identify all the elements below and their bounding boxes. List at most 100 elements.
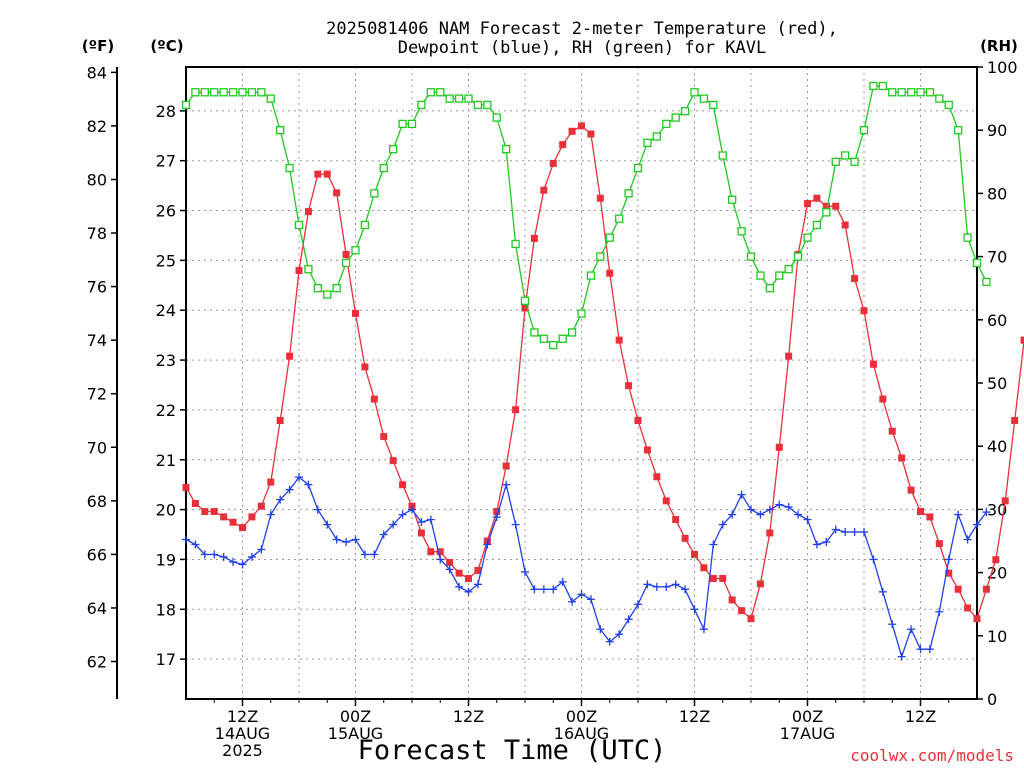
series-dewpoint-point xyxy=(464,587,473,596)
series-dewpoint-point xyxy=(756,510,765,519)
series-dewpoint-point xyxy=(916,645,925,654)
series-temperature-point xyxy=(747,615,755,623)
series-temperature-point xyxy=(436,548,444,556)
series-dewpoint-point xyxy=(765,505,774,514)
series-dewpoint-point xyxy=(907,625,916,634)
series-rh-point xyxy=(436,88,445,97)
x-axis-tick-label: 12Z xyxy=(453,707,484,726)
y-axis-c-tick-label: 19 xyxy=(156,550,176,569)
series-temperature-point xyxy=(738,607,746,615)
series-dewpoint-point xyxy=(586,595,595,604)
series-dewpoint-point xyxy=(285,485,294,494)
series-dewpoint-point xyxy=(229,557,238,566)
series-rh-point xyxy=(323,290,332,299)
series-dewpoint-point xyxy=(304,480,313,489)
series-dewpoint-point xyxy=(276,495,285,504)
series-rh-point xyxy=(756,271,765,280)
series-temperature-point xyxy=(502,462,510,470)
x-axis-tick-label: 14AUG xyxy=(215,724,270,743)
series-temperature-point xyxy=(465,574,472,582)
series-dewpoint-point xyxy=(445,565,454,574)
series-temperature-point xyxy=(323,170,331,178)
series-dewpoint-point xyxy=(473,580,482,589)
series-rh-point xyxy=(643,138,652,147)
series-rh-point xyxy=(690,88,699,97)
series-dewpoint-point xyxy=(671,580,680,589)
series-temperature-point xyxy=(719,574,727,582)
series-dewpoint-point xyxy=(605,637,614,646)
series-rh-point xyxy=(878,81,887,91)
series-temperature-point xyxy=(521,304,529,312)
series-dewpoint-point xyxy=(728,510,737,519)
series-temperature-point xyxy=(493,508,501,516)
x-axis-tick-label: 2025 xyxy=(222,741,263,760)
series-dewpoint-point xyxy=(812,540,821,549)
series-temperature-point xyxy=(229,518,237,526)
series-temperature-point xyxy=(926,513,934,521)
series-rh-point xyxy=(605,233,614,242)
axes-layer: 84 82 80 78 76 74 72 70 68 66 64 62 28 27 26 25 24 23 22 21… xyxy=(87,58,1018,760)
series-temperature-point xyxy=(888,427,896,435)
series-rh-point xyxy=(454,94,464,103)
series-dewpoint-point xyxy=(530,585,539,594)
series-temperature-point xyxy=(257,502,265,510)
chart-subtitle: Dewpoint (blue), RH (green) for KAVL xyxy=(398,38,766,58)
y-axis-c-tick-label: 23 xyxy=(156,351,176,370)
series-temperature-point xyxy=(945,569,953,577)
y-axis-rh-tick-label: 20 xyxy=(987,564,1007,583)
series-temperature-point xyxy=(427,548,435,556)
series-rh-point xyxy=(313,284,322,293)
series-temperature-point xyxy=(596,194,604,202)
series-rh-point xyxy=(916,88,925,97)
series-dewpoint-point xyxy=(295,473,303,482)
series-layer xyxy=(181,81,1024,661)
y-axis-f-tick-label: 66 xyxy=(87,545,107,564)
series-rh-point xyxy=(906,88,916,97)
series-rh-point xyxy=(558,334,567,343)
text-layer: 2025081406 NAM Forecast 2-meter Temperat… xyxy=(82,19,1018,766)
series-temperature-point xyxy=(785,352,793,360)
series-temperature-point xyxy=(512,406,520,414)
series-dewpoint-point xyxy=(483,540,492,549)
series-temperature-point xyxy=(700,564,708,572)
series-temperature-point xyxy=(973,615,981,623)
series-temperature-point xyxy=(851,275,859,283)
series-dewpoint-point xyxy=(709,540,718,549)
series-dewpoint-point xyxy=(747,505,755,514)
series-rh-point xyxy=(341,258,351,268)
series-rh-point xyxy=(822,208,831,217)
series-dewpoint-point xyxy=(426,515,435,524)
series-rh-point xyxy=(746,252,756,261)
series-temperature-point xyxy=(982,585,990,593)
series-dewpoint-point xyxy=(342,537,351,546)
series-dewpoint-point xyxy=(266,510,275,519)
series-temperature-point xyxy=(389,457,397,465)
series-rh-point xyxy=(360,220,370,230)
series-dewpoint-point xyxy=(577,590,586,599)
x-axis-tick-label: 00Z xyxy=(566,707,597,726)
series-rh-point xyxy=(803,233,812,242)
series-dewpoint-point xyxy=(408,505,416,514)
series-temperature-point xyxy=(333,189,341,197)
series-dewpoint-point xyxy=(398,510,407,519)
y-axis-c-tick-label: 22 xyxy=(156,401,176,420)
series-rh-point xyxy=(351,246,360,255)
series-dewpoint-point xyxy=(492,513,501,522)
y-axis-c-tick-label: 21 xyxy=(156,451,176,470)
series-rh-point xyxy=(426,88,435,97)
series-rh-point xyxy=(615,214,624,223)
series-rh-point xyxy=(502,145,511,154)
series-temperature-point xyxy=(559,141,567,149)
series-rh-point xyxy=(831,157,840,166)
series-rh-point xyxy=(549,340,558,350)
series-temperature-point xyxy=(917,508,924,516)
y-axis-f-tick-label: 64 xyxy=(87,599,107,618)
series-dewpoint-point xyxy=(794,510,803,519)
series-temperature-line xyxy=(185,125,1024,620)
series-temperature-point xyxy=(540,186,548,194)
series-rh-point xyxy=(266,94,275,103)
series-temperature-point xyxy=(210,508,218,516)
series-rh-point xyxy=(567,328,577,337)
credit-text: coolwx.com/models xyxy=(850,746,1014,765)
series-temperature-point xyxy=(822,202,830,210)
